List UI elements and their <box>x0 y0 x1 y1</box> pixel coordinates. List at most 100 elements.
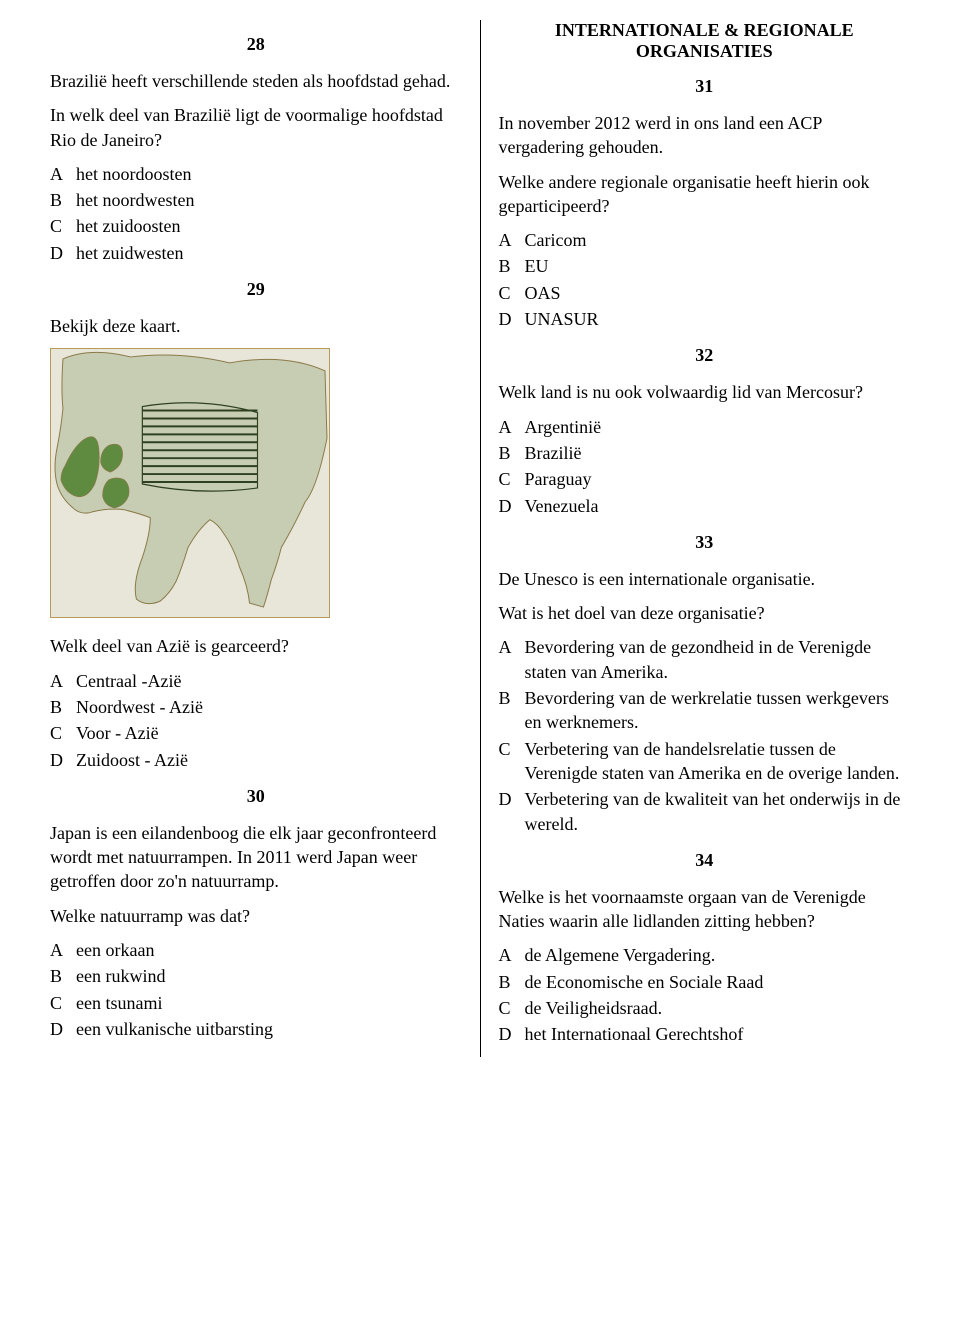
q33-stem-1: De Unesco is een internationale organisa… <box>499 567 911 591</box>
option-text: een tsunami <box>76 991 462 1015</box>
option-letter: C <box>499 281 525 305</box>
q28-option-b[interactable]: Bhet noordwesten <box>50 188 462 212</box>
q33-option-a[interactable]: ABevordering van de gezondheid in de Ver… <box>499 635 911 684</box>
q29-option-b[interactable]: BNoordwest - Azië <box>50 695 462 719</box>
q32-options: AArgentinië BBrazilië CParaguay DVenezue… <box>499 415 911 518</box>
q32-option-b[interactable]: BBrazilië <box>499 441 911 465</box>
option-letter: A <box>50 162 76 186</box>
option-text: EU <box>525 254 911 278</box>
q28-option-d[interactable]: Dhet zuidwesten <box>50 241 462 265</box>
option-letter: C <box>499 467 525 491</box>
q29-option-c[interactable]: CVoor - Azië <box>50 721 462 745</box>
q34-stem-1: Welke is het voornaamste orgaan van de V… <box>499 885 911 934</box>
option-letter: C <box>499 737 525 786</box>
q30-stem-1: Japan is een eilandenboog die elk jaar g… <box>50 821 462 894</box>
q29-stem-2: Welk deel van Azië is gearceerd? <box>50 634 462 658</box>
option-letter: B <box>499 254 525 278</box>
page: 28 Brazilië heeft verschillende steden a… <box>50 20 910 1057</box>
q34-option-d[interactable]: Dhet Internationaal Gerechtshof <box>499 1022 911 1046</box>
map-icon <box>50 348 330 618</box>
q33-option-b[interactable]: BBevordering van de werkrelatie tussen w… <box>499 686 911 735</box>
q30-option-d[interactable]: Deen vulkanische uitbarsting <box>50 1017 462 1041</box>
q30-option-b[interactable]: Been rukwind <box>50 964 462 988</box>
q28-number: 28 <box>50 34 462 55</box>
option-text: de Algemene Vergadering. <box>525 943 911 967</box>
option-text: het zuidoosten <box>76 214 462 238</box>
q29-option-d[interactable]: DZuidoost - Azië <box>50 748 462 772</box>
q29-option-a[interactable]: ACentraal -Azië <box>50 669 462 693</box>
option-letter: D <box>499 307 525 331</box>
q30-options: Aeen orkaan Been rukwind Ceen tsunami De… <box>50 938 462 1041</box>
option-text: Noordwest - Azië <box>76 695 462 719</box>
option-text: het Internationaal Gerechtshof <box>525 1022 911 1046</box>
q31-option-a[interactable]: ACaricom <box>499 228 911 252</box>
q28-stem-2: In welk deel van Brazilië ligt de voorma… <box>50 103 462 152</box>
option-text: het noordoosten <box>76 162 462 186</box>
q30-stem-2: Welke natuurramp was dat? <box>50 904 462 928</box>
q33-option-d[interactable]: DVerbetering van de kwaliteit van het on… <box>499 787 911 836</box>
left-column: 28 Brazilië heeft verschillende steden a… <box>50 20 480 1057</box>
q32-option-c[interactable]: CParaguay <box>499 467 911 491</box>
option-text: een vulkanische uitbarsting <box>76 1017 462 1041</box>
q28-options: Ahet noordoosten Bhet noordwesten Chet z… <box>50 162 462 265</box>
q28-option-c[interactable]: Chet zuidoosten <box>50 214 462 238</box>
q31-stem-2: Welke andere regionale organisatie heeft… <box>499 170 911 219</box>
q31-option-d[interactable]: DUNASUR <box>499 307 911 331</box>
option-letter: C <box>50 214 76 238</box>
option-letter: C <box>50 991 76 1015</box>
option-text: het noordwesten <box>76 188 462 212</box>
option-text: de Veiligheidsraad. <box>525 996 911 1020</box>
option-letter: A <box>499 943 525 967</box>
option-text: Paraguay <box>525 467 911 491</box>
q33-options: ABevordering van de gezondheid in de Ver… <box>499 635 911 835</box>
q34-option-a[interactable]: Ade Algemene Vergadering. <box>499 943 911 967</box>
option-letter: A <box>50 669 76 693</box>
option-text: het zuidwesten <box>76 241 462 265</box>
option-letter: B <box>499 970 525 994</box>
option-text: Brazilië <box>525 441 911 465</box>
q30-number: 30 <box>50 786 462 807</box>
option-letter: D <box>50 1017 76 1041</box>
asia-map <box>50 348 462 618</box>
option-letter: D <box>499 787 525 836</box>
option-text: Voor - Azië <box>76 721 462 745</box>
q31-option-c[interactable]: COAS <box>499 281 911 305</box>
q31-option-b[interactable]: BEU <box>499 254 911 278</box>
q33-option-c[interactable]: CVerbetering van de handelsrelatie tusse… <box>499 737 911 786</box>
q28-option-a[interactable]: Ahet noordoosten <box>50 162 462 186</box>
option-text: een rukwind <box>76 964 462 988</box>
option-letter: B <box>499 686 525 735</box>
q32-option-a[interactable]: AArgentinië <box>499 415 911 439</box>
q31-options: ACaricom BEU COAS DUNASUR <box>499 228 911 331</box>
option-text: Venezuela <box>525 494 911 518</box>
option-letter: B <box>50 695 76 719</box>
q34-number: 34 <box>499 850 911 871</box>
option-letter: A <box>499 228 525 252</box>
q32-number: 32 <box>499 345 911 366</box>
option-text: Verbetering van de kwaliteit van het ond… <box>525 787 911 836</box>
right-column: INTERNATIONALE & REGIONALE ORGANISATIES … <box>480 20 911 1057</box>
q34-option-c[interactable]: Cde Veiligheidsraad. <box>499 996 911 1020</box>
option-text: Argentinië <box>525 415 911 439</box>
q33-stem-2: Wat is het doel van deze organisatie? <box>499 601 911 625</box>
q32-option-d[interactable]: DVenezuela <box>499 494 911 518</box>
option-text: Caricom <box>525 228 911 252</box>
q31-number: 31 <box>499 76 911 97</box>
option-letter: C <box>50 721 76 745</box>
option-text: Bevordering van de gezondheid in de Vere… <box>525 635 911 684</box>
q29-options: ACentraal -Azië BNoordwest - Azië CVoor … <box>50 669 462 772</box>
option-text: een orkaan <box>76 938 462 962</box>
option-text: Bevordering van de werkrelatie tussen we… <box>525 686 911 735</box>
option-letter: D <box>499 494 525 518</box>
option-text: OAS <box>525 281 911 305</box>
option-text: de Economische en Sociale Raad <box>525 970 911 994</box>
q29-stem-1: Bekijk deze kaart. <box>50 314 462 338</box>
option-letter: B <box>50 964 76 988</box>
q28-stem-1: Brazilië heeft verschillende steden als … <box>50 69 462 93</box>
q34-option-b[interactable]: Bde Economische en Sociale Raad <box>499 970 911 994</box>
q30-option-a[interactable]: Aeen orkaan <box>50 938 462 962</box>
q30-option-c[interactable]: Ceen tsunami <box>50 991 462 1015</box>
option-text: UNASUR <box>525 307 911 331</box>
option-text: Centraal -Azië <box>76 669 462 693</box>
option-letter: C <box>499 996 525 1020</box>
